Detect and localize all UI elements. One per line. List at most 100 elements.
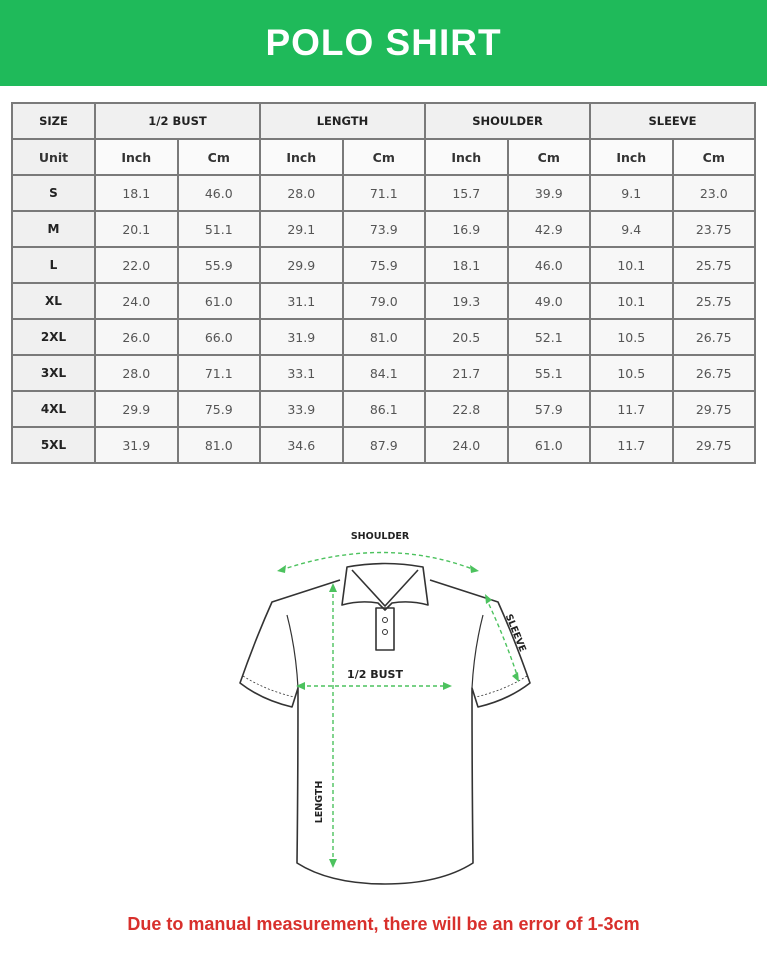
value-cell: 21.7 (424, 354, 509, 392)
value-cell: 84.1 (341, 354, 426, 392)
measurement-arrows (280, 551, 519, 864)
shoulder-label: SHOULDER (351, 531, 410, 542)
size-cell: XL (11, 282, 96, 320)
group-header: 1/2 BUST (94, 102, 261, 140)
group-header: LENGTH (259, 102, 426, 140)
measurement-note: Due to manual measurement, there will be… (127, 914, 640, 934)
table-row: 3XL 28.0 71.1 33.1 84.1 21.7 55.1 10.5 26.75 (11, 354, 756, 392)
arrow-heads (277, 565, 519, 868)
value-cell: 22.0 (94, 246, 179, 284)
value-cell: 23.75 (671, 210, 756, 248)
value-cell: 75.9 (341, 246, 426, 284)
unit-cell: Cm (671, 138, 756, 176)
value-cell: 33.9 (259, 390, 344, 428)
value-cell: 31.9 (94, 426, 179, 464)
bust-label: 1/2 BUST (347, 668, 403, 681)
value-cell: 73.9 (341, 210, 426, 248)
value-cell: 26.0 (94, 318, 179, 356)
value-cell: 29.75 (671, 426, 756, 464)
value-cell: 25.75 (671, 246, 756, 284)
value-cell: 18.1 (94, 174, 179, 212)
unit-cell: Inch (259, 138, 344, 176)
shoulder-arrow (280, 551, 476, 571)
value-cell: 25.75 (671, 282, 756, 320)
value-cell: 33.1 (259, 354, 344, 392)
table-row: S 18.1 46.0 28.0 71.1 15.7 39.9 9.1 23.0 (11, 174, 756, 212)
value-cell: 66.0 (176, 318, 261, 356)
value-cell: 29.9 (259, 246, 344, 284)
value-cell: 51.1 (176, 210, 261, 248)
unit-cell: Cm (506, 138, 591, 176)
table-row: 4XL 29.9 75.9 33.9 86.1 22.8 57.9 11.7 29.75 (11, 390, 756, 428)
value-cell: 9.4 (589, 210, 674, 248)
value-cell: 71.1 (176, 354, 261, 392)
value-cell: 57.9 (506, 390, 591, 428)
value-cell: 16.9 (424, 210, 509, 248)
value-cell: 23.0 (671, 174, 756, 212)
table-row: 5XL 31.9 81.0 34.6 87.9 24.0 61.0 11.7 29.75 (11, 426, 756, 464)
size-cell: 2XL (11, 318, 96, 356)
value-cell: 86.1 (341, 390, 426, 428)
value-cell: 39.9 (506, 174, 591, 212)
value-cell: 75.9 (176, 390, 261, 428)
size-cell: 4XL (11, 390, 96, 428)
value-cell: 42.9 (506, 210, 591, 248)
value-cell: 9.1 (589, 174, 674, 212)
page-title: POLO SHIRT (265, 22, 502, 63)
value-cell: 81.0 (176, 426, 261, 464)
value-cell: 28.0 (259, 174, 344, 212)
table-row: L 22.0 55.9 29.9 75.9 18.1 46.0 10.1 25.75 (11, 246, 756, 284)
unit-cell: Cm (341, 138, 426, 176)
unit-cell: Cm (176, 138, 261, 176)
value-cell: 79.0 (341, 282, 426, 320)
value-cell: 19.3 (424, 282, 509, 320)
group-header: SLEEVE (589, 102, 756, 140)
value-cell: 26.75 (671, 318, 756, 356)
value-cell: 24.0 (94, 282, 179, 320)
value-cell: 10.5 (589, 318, 674, 356)
value-cell: 15.7 (424, 174, 509, 212)
sleeve-label: SLEEVE (503, 613, 528, 654)
value-cell: 29.9 (94, 390, 179, 428)
value-cell: 11.7 (589, 390, 674, 428)
value-cell: 81.0 (341, 318, 426, 356)
value-cell: 31.9 (259, 318, 344, 356)
value-cell: 20.1 (94, 210, 179, 248)
polo-shirt-diagram: SHOULDER 1/2 BUST LENGTH SLEEVE (239, 531, 531, 885)
value-cell: 46.0 (506, 246, 591, 284)
group-header: SHOULDER (424, 102, 591, 140)
shirt-outline (239, 562, 531, 885)
value-cell: 34.6 (259, 426, 344, 464)
unit-cell: Inch (94, 138, 179, 176)
value-cell: 31.1 (259, 282, 344, 320)
value-cell: 11.7 (589, 426, 674, 464)
value-cell: 61.0 (176, 282, 261, 320)
size-cell: M (11, 210, 96, 248)
value-cell: 18.1 (424, 246, 509, 284)
size-chart-table: SIZE 1/2 BUST LENGTH SHOULDER SLEEVE Uni… (11, 102, 756, 464)
unit-cell: Inch (589, 138, 674, 176)
value-cell: 10.5 (589, 354, 674, 392)
value-cell: 87.9 (341, 426, 426, 464)
table-row: 2XL 26.0 66.0 31.9 81.0 20.5 52.1 10.5 26.75 (11, 318, 756, 356)
value-cell: 46.0 (176, 174, 261, 212)
value-cell: 52.1 (506, 318, 591, 356)
unit-cell: Inch (424, 138, 509, 176)
unit-label: Unit (11, 138, 96, 176)
title-banner: POLO SHIRT (0, 0, 767, 86)
size-cell: L (11, 246, 96, 284)
value-cell: 10.1 (589, 282, 674, 320)
value-cell: 49.0 (506, 282, 591, 320)
value-cell: 24.0 (424, 426, 509, 464)
table-row: XL 24.0 61.0 31.1 79.0 19.3 49.0 10.1 25.75 (11, 282, 756, 320)
unit-row: Unit Inch Cm Inch Cm Inch Cm Inch Cm (11, 138, 756, 176)
size-header: SIZE (11, 102, 96, 140)
value-cell: 28.0 (94, 354, 179, 392)
table-row: M 20.1 51.1 29.1 73.9 16.9 42.9 9.4 23.75 (11, 210, 756, 248)
header-row: SIZE 1/2 BUST LENGTH SHOULDER SLEEVE (11, 102, 756, 140)
value-cell: 55.1 (506, 354, 591, 392)
size-cell: 3XL (11, 354, 96, 392)
value-cell: 29.1 (259, 210, 344, 248)
value-cell: 26.75 (671, 354, 756, 392)
value-cell: 29.75 (671, 390, 756, 428)
